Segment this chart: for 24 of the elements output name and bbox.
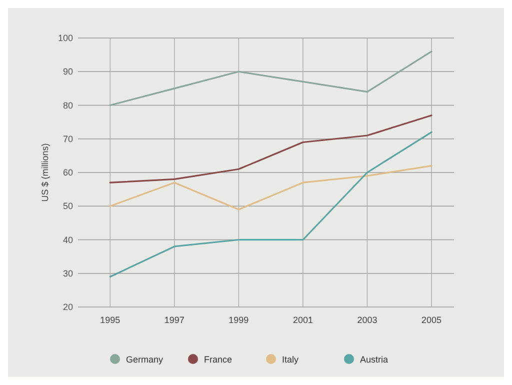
x-tick-label: 2001 <box>292 315 313 325</box>
y-tick-label: 90 <box>62 66 73 77</box>
y-tick-label: 50 <box>62 201 73 212</box>
legend-label: Austria <box>360 354 388 364</box>
line-series <box>109 131 432 278</box>
legend-label: Italy <box>282 354 300 364</box>
line-series <box>109 50 432 106</box>
y-tick-label: 40 <box>62 234 73 245</box>
y-tick-label: 80 <box>62 100 73 110</box>
legend-label: Germany <box>126 354 164 364</box>
x-tick-label: 1997 <box>164 315 184 325</box>
y-tick-label: 30 <box>62 268 73 278</box>
y-axis-title: US $ (millions) <box>40 143 50 202</box>
y-tick-label: 70 <box>62 134 73 144</box>
y-tick-label: 100 <box>58 33 73 43</box>
y-tick-label: 60 <box>62 168 73 178</box>
x-tick-label: 1995 <box>100 315 120 325</box>
legend-label: France <box>204 354 232 364</box>
x-tick-label: 2003 <box>357 315 378 325</box>
line-series <box>109 164 432 210</box>
x-tick-label: 1999 <box>228 315 249 325</box>
x-tick-label: 2005 <box>421 315 442 325</box>
y-tick-label: 20 <box>62 302 73 312</box>
line-series <box>109 114 432 184</box>
